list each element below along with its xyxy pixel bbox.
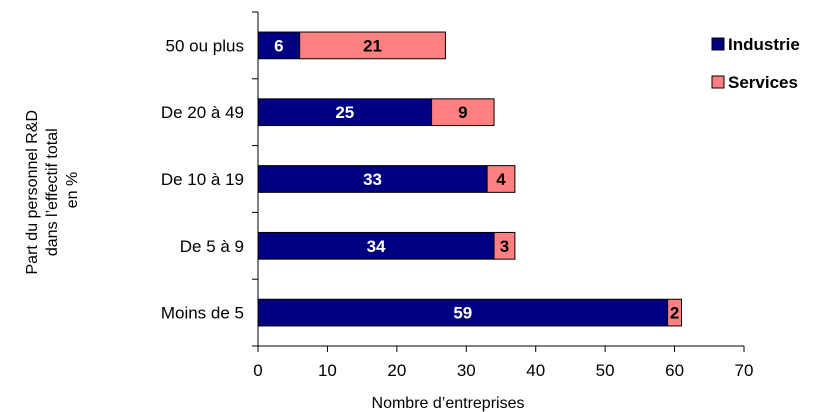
bar-services (486, 165, 516, 193)
category-labels-layer: 50 ou plus De 20 à 49 De 10 à 19 De 5 à 9 Mo… (161, 36, 244, 322)
category-label: De 20 à 49 (161, 103, 244, 122)
y-axis-title-line-1: Part du personnel R&D (24, 110, 41, 275)
y-ticks-layer (252, 11, 258, 347)
bar-label-industrie: 6 (274, 36, 283, 55)
legend-swatch-industrie (711, 37, 725, 51)
bar-labels-layer: 6 21 25 9 33 4 34 3 59 2 (274, 36, 679, 322)
bar-industrie (257, 165, 488, 193)
category-label: 50 ou plus (166, 36, 244, 55)
legend-item-industrie: Industrie (711, 35, 800, 54)
x-tick-label: 20 (387, 361, 406, 380)
x-axis-title: Nombre d’entreprises (372, 395, 525, 412)
x-ticks-layer: 0 10 20 30 40 50 60 70 (253, 346, 753, 380)
bar-label-services: 9 (458, 103, 467, 122)
bar-label-industrie: 25 (335, 103, 354, 122)
legend-label-services: Services (728, 73, 798, 92)
y-axis-title-line-3: en % (64, 172, 81, 208)
bar-label-services: 21 (363, 36, 382, 55)
legend-swatch-services (711, 75, 725, 89)
bar-label-industrie: 59 (453, 304, 472, 323)
bar-industrie (257, 231, 495, 260)
y-axis-title: Part du personnel R&D dans l’effectif to… (24, 106, 81, 275)
category-label: De 5 à 9 (180, 237, 244, 256)
x-tick-label: 30 (457, 361, 476, 380)
x-tick-label: 10 (318, 361, 337, 380)
legend-item-services: Services (711, 73, 798, 92)
legend: Industrie Services (711, 35, 800, 92)
bar-services (299, 31, 446, 60)
bar-services (431, 98, 495, 127)
bar-label-industrie: 34 (367, 237, 386, 256)
legend-label-industrie: Industrie (728, 35, 800, 54)
axes-layer (257, 12, 744, 347)
category-label: Moins de 5 (161, 304, 244, 323)
bar-industrie (257, 98, 433, 127)
bar-label-services: 2 (670, 304, 679, 323)
x-tick-label: 40 (526, 361, 545, 380)
x-tick-label: 0 (253, 361, 262, 380)
bar-label-services: 3 (500, 237, 509, 256)
category-label: De 10 à 19 (161, 170, 244, 189)
bars-layer (257, 31, 683, 327)
bar-label-services: 4 (496, 170, 506, 189)
bar-services (493, 231, 516, 260)
x-tick-label: 70 (735, 361, 754, 380)
bar-label-industrie: 33 (363, 170, 382, 189)
y-axis-title-line-2: dans l’effectif total (44, 128, 61, 256)
x-tick-label: 50 (596, 361, 615, 380)
x-tick-label: 60 (665, 361, 684, 380)
bar-services (667, 298, 683, 327)
